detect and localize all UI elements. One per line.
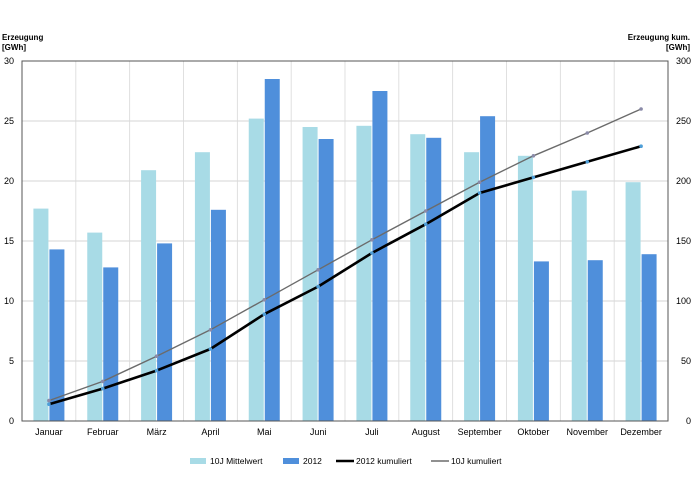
bar-2012 bbox=[318, 139, 334, 421]
line-point bbox=[585, 160, 590, 164]
y-right-tick-label: 100 bbox=[676, 296, 691, 306]
line-point bbox=[208, 328, 213, 332]
x-category-label: Mai bbox=[257, 427, 272, 437]
line-point bbox=[154, 368, 159, 373]
line-point bbox=[208, 347, 213, 351]
y-left-tick-label: 20 bbox=[4, 176, 14, 186]
y-left-title: Erzeugung [GWh] bbox=[2, 33, 43, 52]
y-right-tick-label: 250 bbox=[676, 116, 691, 126]
x-category-labels: Januar Februar März April Mai Juni Juli August S… bbox=[35, 427, 662, 437]
line-point bbox=[531, 175, 536, 180]
line-point bbox=[47, 398, 51, 403]
bar-2012 bbox=[157, 243, 173, 421]
line-point bbox=[585, 131, 590, 135]
bar-2012 bbox=[480, 116, 496, 421]
legend-label: 2012 bbox=[303, 456, 322, 466]
bar-2012 bbox=[372, 91, 388, 421]
bar-mittelwert bbox=[87, 232, 103, 421]
legend-swatch bbox=[190, 458, 206, 464]
x-category-label: April bbox=[201, 427, 219, 437]
bar-mittelwert bbox=[33, 208, 49, 421]
y-left-tick-label: 15 bbox=[4, 236, 14, 246]
y-left-tick-label: 5 bbox=[9, 356, 14, 366]
x-category-label: August bbox=[412, 427, 441, 437]
bar-mittelwert bbox=[141, 170, 157, 421]
line-point bbox=[316, 284, 320, 289]
bar-mittelwert bbox=[625, 182, 641, 421]
bar-mittelwert bbox=[464, 152, 480, 421]
lines bbox=[47, 107, 643, 407]
line-point bbox=[262, 312, 267, 317]
legend-label: 10J Mittelwert bbox=[210, 456, 263, 466]
line-point bbox=[531, 154, 536, 158]
bar-2012 bbox=[426, 137, 442, 422]
y-right-title-line1: Erzeugung kum. bbox=[628, 33, 690, 42]
x-category-label: Oktober bbox=[517, 427, 549, 437]
legend: 10J Mittelwert 2012 2012 kumuliert 10J kumu… bbox=[190, 456, 502, 466]
legend-label: 10J kumuliert bbox=[451, 456, 502, 466]
bar-2012 bbox=[264, 79, 280, 421]
bar-mittelwert bbox=[248, 118, 264, 421]
gridlines bbox=[21, 60, 669, 422]
x-category-label: Dezember bbox=[620, 427, 662, 437]
bar-2012 bbox=[210, 209, 226, 421]
line-point bbox=[477, 180, 482, 184]
x-category-label: September bbox=[458, 427, 502, 437]
line-point bbox=[423, 222, 428, 226]
line-point bbox=[316, 268, 320, 272]
y-right-tick-label: 0 bbox=[686, 416, 691, 426]
x-category-label: Juli bbox=[365, 427, 379, 437]
line-point bbox=[423, 209, 428, 213]
y-right-title: Erzeugung kum. [GWh] bbox=[628, 33, 691, 52]
legend-swatch bbox=[283, 458, 299, 464]
line-point bbox=[262, 298, 267, 302]
bar-2012 bbox=[103, 267, 119, 421]
bar-2012 bbox=[641, 254, 657, 421]
x-category-label: Februar bbox=[87, 427, 119, 437]
bar-mittelwert bbox=[571, 190, 587, 421]
plot-frame bbox=[21, 60, 669, 422]
line-point bbox=[100, 386, 105, 391]
y-left-title-line1: Erzeugung bbox=[2, 33, 43, 42]
y-left-tick-label: 25 bbox=[4, 116, 14, 126]
line-point bbox=[47, 402, 51, 407]
y-left-title-line2: [GWh] bbox=[2, 43, 26, 52]
y-right-tick-label: 200 bbox=[676, 176, 691, 186]
legend-label: 2012 kumuliert bbox=[356, 456, 412, 466]
bar-mittelwert bbox=[194, 152, 210, 421]
y-right-tick-label: 150 bbox=[676, 236, 691, 246]
x-category-label: März bbox=[147, 427, 167, 437]
x-category-label: November bbox=[566, 427, 608, 437]
y-right-tick-label: 50 bbox=[681, 356, 691, 366]
y-left-ticks: 0 5 10 15 20 25 30 bbox=[4, 56, 14, 426]
x-category-label: Juni bbox=[310, 427, 327, 437]
line-point bbox=[639, 107, 643, 111]
y-right-ticks: 0 50 100 150 200 250 300 bbox=[676, 56, 691, 426]
x-category-label: Januar bbox=[35, 427, 63, 437]
bar-mittelwert bbox=[517, 155, 533, 422]
line-point bbox=[477, 191, 482, 195]
line-2012-kumuliert bbox=[48, 144, 642, 406]
line-point bbox=[639, 144, 643, 148]
bars bbox=[33, 79, 657, 422]
bar-2012 bbox=[49, 249, 65, 421]
y-left-tick-label: 30 bbox=[4, 56, 14, 66]
bar-mittelwert bbox=[356, 125, 372, 422]
y-left-tick-label: 10 bbox=[4, 296, 14, 306]
line-10j-kumuliert bbox=[48, 108, 642, 402]
y-left-tick-label: 0 bbox=[9, 416, 14, 426]
bar-2012 bbox=[533, 261, 549, 421]
bar-mittelwert bbox=[410, 134, 426, 421]
bar-2012 bbox=[587, 260, 603, 421]
y-right-title-line2: [GWh] bbox=[666, 43, 690, 52]
y-right-tick-label: 300 bbox=[676, 56, 691, 66]
line-point bbox=[154, 354, 159, 359]
axes bbox=[21, 60, 669, 422]
line-point bbox=[370, 251, 374, 255]
line-point bbox=[370, 238, 374, 242]
line-point bbox=[100, 379, 105, 384]
